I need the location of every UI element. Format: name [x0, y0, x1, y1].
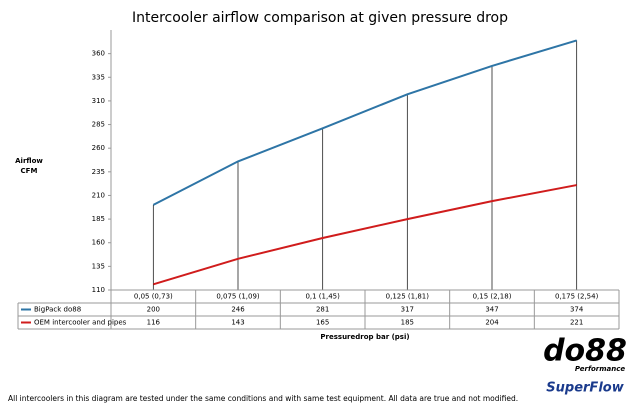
- table-value: 317: [401, 306, 414, 314]
- legend-label: BigPack do88: [34, 306, 81, 314]
- table-value: 143: [231, 319, 244, 327]
- y-tick-label: 235: [92, 168, 105, 176]
- logo-superflow: SuperFlow: [546, 381, 624, 396]
- logo-do88: do88: [543, 334, 627, 369]
- table-value: 246: [231, 306, 245, 314]
- y-tick-label: 310: [92, 97, 105, 105]
- table-value: 374: [570, 306, 584, 314]
- logo-performance: Performance: [575, 365, 626, 373]
- x-axis-label: Pressuredrop bar (psi): [320, 333, 409, 341]
- legend-label: OEM intercooler and pipes: [34, 319, 127, 327]
- x-tick-label: 0,075 (1,09): [216, 293, 260, 301]
- y-tick-label: 135: [92, 262, 105, 270]
- footer-note: All intercoolers in this diagram are tes…: [8, 394, 518, 403]
- y-tick-label: 360: [92, 50, 105, 58]
- y-tick-label: 260: [92, 144, 105, 152]
- table-value: 281: [316, 306, 329, 314]
- y-tick-label: 160: [92, 239, 105, 247]
- table-value: 116: [147, 319, 161, 327]
- table-value: 347: [485, 306, 498, 314]
- table-value: 221: [570, 319, 583, 327]
- table-value: 200: [147, 306, 160, 314]
- y-axis-label: Airflow CFM: [15, 157, 43, 175]
- x-tick-label: 0,125 (1,81): [386, 293, 430, 301]
- x-tick-label: 0,175 (2,54): [555, 293, 599, 301]
- chart-title: Intercooler airflow comparison at given …: [132, 10, 508, 26]
- table-value: 204: [485, 319, 499, 327]
- series-line: [152, 39, 577, 206]
- x-tick-label: 0,05 (0,73): [134, 293, 173, 301]
- y-tick-label: 285: [92, 121, 105, 129]
- table-value: 185: [401, 319, 414, 327]
- table-value: 165: [316, 319, 329, 327]
- x-tick-label: 0,1 (1,45): [305, 293, 340, 301]
- y-tick-label: 335: [92, 73, 105, 81]
- series-line: [153, 184, 577, 286]
- y-tick-label: 110: [92, 286, 105, 294]
- y-tick-label: 185: [92, 215, 105, 223]
- y-tick-label: 210: [92, 191, 105, 199]
- x-tick-label: 0,15 (2,18): [473, 293, 512, 301]
